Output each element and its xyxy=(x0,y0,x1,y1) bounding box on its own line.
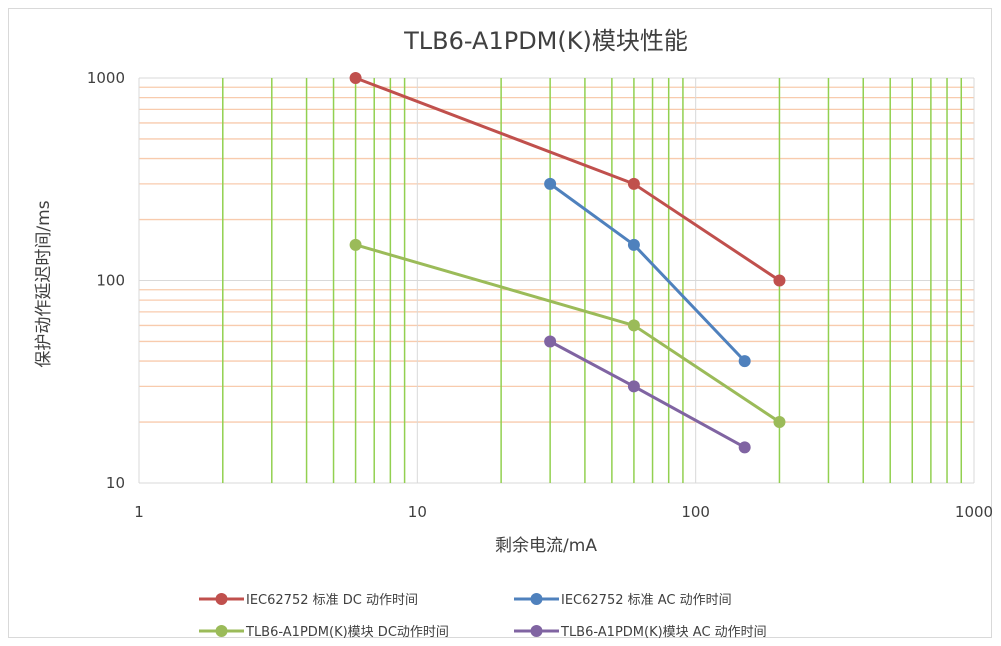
grid-layer xyxy=(138,77,975,484)
legend-item-2: TLB6-A1PDM(K)模块 DC动作时间 xyxy=(199,625,449,639)
x-axis-title: 剩余电流/mA xyxy=(495,536,597,556)
data-point xyxy=(627,380,640,393)
legend-label: IEC62752 标准 DC 动作时间 xyxy=(246,593,418,608)
chart-frame: 1 10 100 1000 10 100 1000 TLB6-A1PDM(K)模块性能 剩余… xyxy=(8,8,993,639)
chart-svg: 1 10 100 1000 10 100 1000 TLB6-A1PDM(K)模块性能 剩余… xyxy=(34,27,993,639)
data-point xyxy=(773,274,786,287)
chart-title: TLB6-A1PDM(K)模块性能 xyxy=(403,27,688,55)
legend-swatch-marker xyxy=(215,625,228,637)
series-line xyxy=(549,340,746,449)
series-0 xyxy=(349,72,786,287)
data-point xyxy=(738,441,751,454)
data-point xyxy=(738,355,751,368)
series-1 xyxy=(544,177,751,368)
legend-item-0: IEC62752 标准 DC 动作时间 xyxy=(199,593,418,608)
data-point xyxy=(349,238,362,251)
data-point xyxy=(627,238,640,251)
data-point xyxy=(627,319,640,332)
x-tick-label: 1 xyxy=(134,503,144,521)
series-line xyxy=(355,76,781,282)
legend-item-1: IEC62752 标准 AC 动作时间 xyxy=(514,593,732,608)
data-point xyxy=(349,72,362,84)
data-point xyxy=(544,177,557,190)
legend-swatch-marker xyxy=(530,593,543,605)
legend-item-3: TLB6-A1PDM(K)模块 AC 动作时间 xyxy=(514,625,767,639)
series-layer xyxy=(349,72,786,454)
data-point xyxy=(773,416,786,429)
data-point xyxy=(627,177,640,190)
legend-label: IEC62752 标准 AC 动作时间 xyxy=(561,593,732,608)
ticks-layer: 1 10 100 1000 10 100 1000 xyxy=(87,69,993,521)
legend-label: TLB6-A1PDM(K)模块 DC动作时间 xyxy=(245,625,449,639)
data-point xyxy=(544,335,557,348)
y-tick-label: 100 xyxy=(96,272,125,290)
y-tick-label: 10 xyxy=(106,474,125,492)
legend-swatch-marker xyxy=(215,593,228,605)
x-tick-label: 1000 xyxy=(955,503,993,521)
legend-swatch-marker xyxy=(530,625,543,637)
series-line xyxy=(355,243,781,424)
legend-label: TLB6-A1PDM(K)模块 AC 动作时间 xyxy=(560,625,767,639)
x-tick-label: 100 xyxy=(681,503,710,521)
y-axis-title: 保护动作延迟时间/ms xyxy=(34,200,54,367)
legend: IEC62752 标准 DC 动作时间 IEC62752 标准 AC 动作时间 TL… xyxy=(199,593,767,639)
x-tick-label: 10 xyxy=(408,503,427,521)
y-tick-label: 1000 xyxy=(87,69,125,87)
series-2 xyxy=(349,238,786,429)
series-3 xyxy=(544,335,751,454)
